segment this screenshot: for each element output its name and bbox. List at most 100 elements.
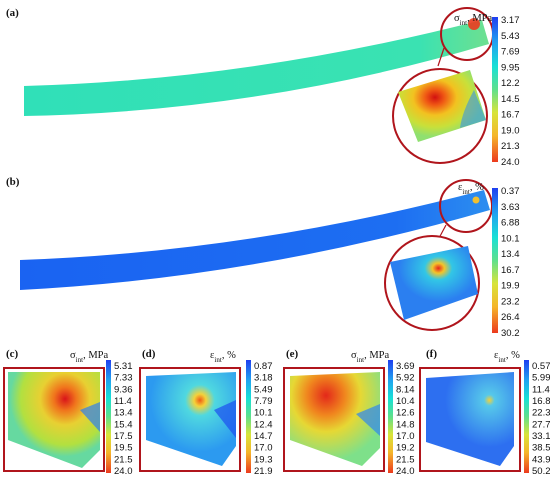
colorbar-tick-c: 17.5 — [114, 431, 133, 442]
colorbar-tick-e: 14.8 — [396, 419, 415, 430]
colorbar-tick-c: 21.5 — [114, 454, 133, 465]
colorbar-tick-a: 12.2 — [501, 78, 520, 89]
detail-blue-e — [356, 404, 380, 436]
colorbar-e — [388, 360, 393, 473]
colorbar-tick-a: 7.69 — [501, 47, 520, 58]
detail-field-e — [290, 372, 380, 466]
colorbar-tick-d: 14.7 — [254, 431, 273, 442]
colorbar-tick-f: 33.1 — [532, 431, 550, 442]
colorbar-title-e: σint, MPa — [351, 350, 389, 364]
hotspot-a — [468, 18, 480, 30]
panel-c: (c) σint, MPa 5.317.339.3611.413.415.417… — [3, 348, 133, 477]
colorbar-tick-a: 19.0 — [501, 125, 520, 136]
colorbar-tick-e: 3.69 — [396, 361, 415, 372]
colorbar-c — [106, 360, 111, 473]
colorbar-tick-e: 8.14 — [396, 384, 415, 395]
colorbar-tick-e: 5.92 — [396, 373, 415, 384]
colorbar-tick-a: 24.0 — [501, 157, 520, 168]
colorbar-tick-d: 3.18 — [254, 373, 273, 384]
colorbar-tick-e: 10.4 — [396, 396, 415, 407]
colorbar-tick-f: 22.3 — [532, 408, 550, 419]
detail-field-f — [426, 372, 514, 466]
colorbar-tick-c: 7.33 — [114, 373, 133, 384]
colorbar-title-d: εint, % — [210, 350, 236, 364]
colorbar-tick-f: 38.5 — [532, 443, 550, 454]
colorbar-tick-b: 16.7 — [501, 265, 520, 276]
beam-stress-a — [24, 20, 489, 116]
colorbar-tick-f: 43.9 — [532, 454, 550, 465]
colorbar-tick-b: 23.2 — [501, 296, 520, 307]
colorbar-tick-e: 19.2 — [396, 443, 415, 454]
colorbar-tick-a: 16.7 — [501, 110, 520, 121]
colorbar-title-c: σint, MPa — [70, 350, 108, 364]
colorbar-tick-b: 10.1 — [501, 233, 520, 244]
colorbar-tick-a: 5.43 — [501, 31, 520, 42]
colorbar-tick-a: 14.5 — [501, 94, 520, 105]
colorbar-tick-f: 0.57 — [532, 361, 550, 372]
panel-label-a: (a) — [6, 7, 19, 19]
colorbar-tick-f: 16.8 — [532, 396, 550, 407]
colorbar-ticks-b: 0.37 3.63 6.88 10.1 13.4 16.7 19.9 23.2 26.4 30.2 — [501, 186, 520, 339]
colorbar-title-f: εint, % — [494, 350, 520, 364]
beam-strain-b — [20, 190, 490, 290]
zoom-field-a-blue — [460, 90, 486, 128]
panel-label-f: (f) — [426, 348, 437, 360]
zoom-leader-a — [437, 47, 445, 67]
panel-label-d: (d) — [142, 348, 156, 360]
detail-field-d — [146, 372, 236, 466]
colorbar-a — [492, 17, 498, 162]
colorbar-ticks-a: 3.17 5.43 7.69 9.95 12.2 14.5 16.7 19.0 21.3 24.0 — [501, 15, 520, 168]
colorbar-b — [492, 188, 498, 333]
panel-d: (d) εint, % 0.873.185.497.7910.112.414.7… — [139, 348, 273, 477]
colorbar-title-a: σint, MPa — [454, 13, 492, 27]
panel-a: (a) σint, MPa 3.17 5.43 7.69 9.95 12.2 14.5 16… — [6, 7, 520, 168]
colorbar-tick-d: 10.1 — [254, 408, 273, 419]
colorbar-title-b: εint, % — [458, 182, 484, 196]
colorbar-tick-a: 3.17 — [501, 15, 520, 26]
colorbar-tick-a: 9.95 — [501, 62, 520, 73]
colorbar-d — [246, 360, 251, 473]
panel-label-c: (c) — [6, 348, 19, 360]
colorbar-tick-e: 21.5 — [396, 454, 415, 465]
panel-f: (f) εint, % 0.575.9911.416.822.327.733.1… — [419, 348, 550, 477]
colorbar-tick-b: 6.88 — [501, 218, 520, 229]
colorbar-tick-f: 50.2 — [532, 466, 550, 477]
colorbar-tick-d: 19.3 — [254, 454, 273, 465]
colorbar-tick-d: 7.79 — [254, 396, 273, 407]
colorbar-tick-f: 27.7 — [532, 419, 550, 430]
panel-label-e: (e) — [286, 348, 299, 360]
colorbar-tick-c: 5.31 — [114, 361, 133, 372]
colorbar-tick-b: 13.4 — [501, 249, 520, 260]
colorbar-tick-d: 21.9 — [254, 466, 273, 477]
colorbar-tick-f: 5.99 — [532, 373, 550, 384]
colorbar-tick-b: 0.37 — [501, 186, 520, 197]
colorbar-tick-d: 5.49 — [254, 384, 273, 395]
zoom-field-b — [390, 246, 478, 320]
detail-dark-d — [214, 400, 236, 438]
colorbar-tick-d: 17.0 — [254, 443, 273, 454]
colorbar-tick-e: 17.0 — [396, 431, 415, 442]
colorbar-tick-c: 11.4 — [114, 396, 132, 407]
colorbar-tick-b: 30.2 — [501, 328, 520, 339]
colorbar-tick-e: 12.6 — [396, 408, 415, 419]
colorbar-tick-f: 11.4 — [532, 384, 550, 395]
colorbar-tick-b: 26.4 — [501, 312, 520, 323]
colorbar-tick-e: 24.0 — [396, 466, 415, 477]
colorbar-tick-c: 13.4 — [114, 408, 133, 419]
hotspot-b — [472, 196, 480, 204]
colorbar-tick-c: 24.0 — [114, 466, 133, 477]
detail-field-c — [8, 372, 100, 468]
colorbar-tick-c: 9.36 — [114, 384, 133, 395]
colorbar-tick-b: 3.63 — [501, 202, 520, 213]
colorbar-tick-d: 12.4 — [254, 419, 273, 430]
panel-b: (b) εint, % 0.37 3.63 6.88 10.1 13.4 16.7 19.9… — [6, 176, 520, 339]
colorbar-tick-c: 19.5 — [114, 443, 133, 454]
colorbar-tick-b: 19.9 — [501, 281, 520, 292]
colorbar-tick-d: 0.87 — [254, 361, 273, 372]
panel-label-b: (b) — [6, 176, 20, 188]
